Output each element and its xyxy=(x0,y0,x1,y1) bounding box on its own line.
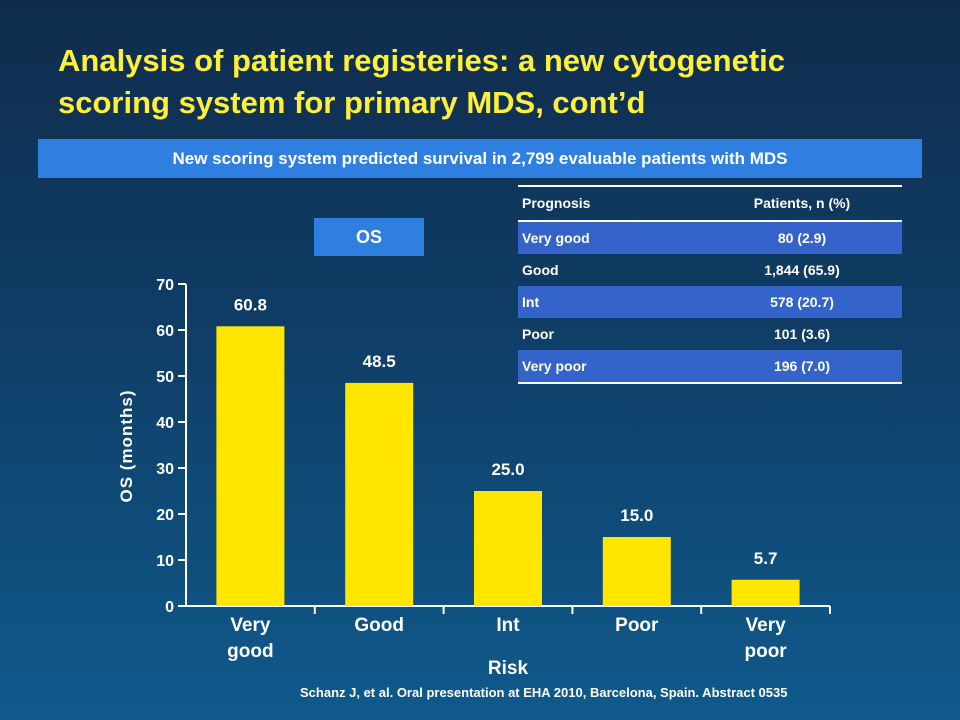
bar-2 xyxy=(474,491,542,606)
table-cell-prognosis: Very poor xyxy=(522,358,587,374)
y-tick-label: 60 xyxy=(156,323,174,340)
table-row: Very good 80 (2.9) xyxy=(518,222,902,254)
slide-title-line-2: scoring system for primary MDS, cont’d xyxy=(58,85,646,120)
y-tick-label: 0 xyxy=(165,599,174,616)
x-tick-label: good xyxy=(227,641,273,662)
table-cell-prognosis: Very good xyxy=(522,230,590,246)
table-row: Very poor 196 (7.0) xyxy=(518,350,902,382)
bar-3 xyxy=(602,537,671,606)
footnote: Schanz J, et al. Oral presentation at EH… xyxy=(300,685,788,700)
y-tick-label: 50 xyxy=(156,369,174,386)
x-tick-label: Very xyxy=(746,615,787,636)
y-tick-label: 70 xyxy=(156,277,174,294)
x-tick-label: Very xyxy=(230,615,271,636)
subtitle-banner: New scoring system predicted survival in… xyxy=(38,139,922,178)
table-header-row: Prognosis Patients, n (%) xyxy=(518,187,902,222)
table-cell-prognosis: Poor xyxy=(522,326,554,342)
x-axis-title: Risk xyxy=(488,658,529,679)
y-tick-label: 30 xyxy=(156,461,174,478)
y-axis-title: OS (months) xyxy=(117,390,136,503)
y-tick-label: 20 xyxy=(156,507,174,524)
table-cell-patients: 196 (7.0) xyxy=(773,358,831,374)
slide-title-line-1: Analysis of patient registeries: a new c… xyxy=(58,43,786,78)
table-cell-patients: 101 (3.6) xyxy=(773,326,831,342)
table-cell-patients: 80 (2.9) xyxy=(777,230,827,246)
data-label: 48.5 xyxy=(363,352,396,371)
y-tick-label: 10 xyxy=(156,553,174,570)
y-tick-label: 40 xyxy=(156,415,174,432)
x-tick-label: Good xyxy=(354,615,404,636)
data-label: 60.8 xyxy=(234,295,267,314)
table-header-prognosis: Prognosis xyxy=(522,195,591,211)
os-label: OS xyxy=(314,218,424,256)
table-header-patients: Patients, n (%) xyxy=(753,195,851,211)
table-row: Poor 101 (3.6) xyxy=(518,318,902,350)
table-cell-prognosis: Int xyxy=(522,294,540,310)
x-tick-label: Poor xyxy=(615,615,659,636)
bar-1 xyxy=(345,382,414,606)
bar-0 xyxy=(216,326,285,606)
slide-title: Analysis of patient registeries: a new c… xyxy=(58,40,948,124)
data-label: 5.7 xyxy=(754,549,778,568)
table-cell-patients: 578 (20.7) xyxy=(770,294,834,310)
data-label: 25.0 xyxy=(491,460,524,479)
table-cell-patients: 1,844 (65.9) xyxy=(764,262,840,278)
data-label: 15.0 xyxy=(620,506,653,525)
table-row: Int 578 (20.7) xyxy=(518,286,902,318)
bar-4 xyxy=(731,579,800,606)
x-tick-label: Int xyxy=(496,615,520,636)
table-row: Good 1,844 (65.9) xyxy=(518,254,902,286)
x-tick-label: poor xyxy=(744,641,787,662)
prognosis-table: Prognosis Patients, n (%) Very good 80 (… xyxy=(518,185,902,384)
table-cell-prognosis: Good xyxy=(522,262,559,278)
